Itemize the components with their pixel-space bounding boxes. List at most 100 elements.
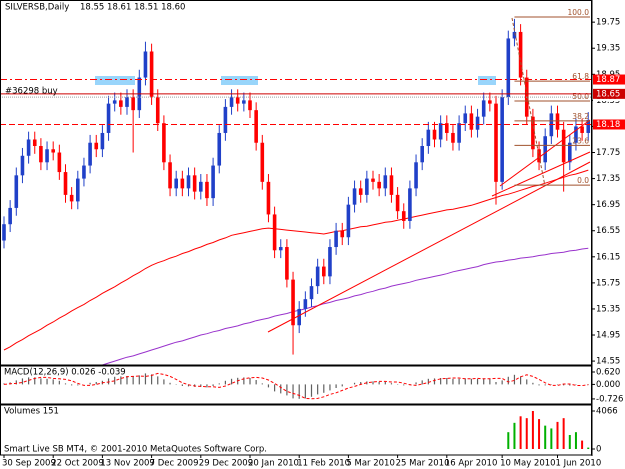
candle-body [543,136,547,163]
candle-body [272,214,277,251]
fib-label: 100.0 [568,8,590,17]
y-tick-label: 15.75 [596,278,620,288]
candle-body [457,123,461,143]
resistance-markers [95,76,496,85]
y-tick-label: 0.620 [596,368,620,378]
fib-diagonal [511,17,546,187]
candle-body [88,142,92,166]
fib-label: 23.6 [572,136,589,145]
candle-body [488,100,492,104]
candle-body [125,97,129,107]
candle-body [512,31,517,39]
resistance-box [478,76,496,85]
candle-body [8,207,12,225]
candle-body [205,181,209,199]
candle-body [555,113,560,130]
candle-body [254,110,258,143]
candle-body [217,132,222,166]
x-tick-label: 13 Nov 2009 [100,459,154,469]
y-tick-label: 15.35 [596,304,620,314]
candle-body [561,129,566,163]
price-label: 18.18 [596,120,620,130]
candle-body [291,279,295,326]
y-tick-label: 4066 [596,407,618,417]
x-tick-label: 5 Mar 2010 [346,459,394,469]
trendlines [267,17,591,333]
candle-body [475,116,480,130]
candle-body [69,194,74,202]
trendline [491,151,591,197]
candle-body [2,224,6,241]
candle-body [57,152,62,173]
candle-body [119,100,123,107]
candle-body [106,103,111,133]
y-tick-label: 19.35 [596,44,620,54]
candle-body [451,132,455,143]
candle-body [574,126,578,143]
chart-title: SILVERSB,Daily [5,3,69,13]
candle-body [303,299,308,309]
candle-body [76,178,80,202]
price-label-box [593,74,625,85]
candle-body [235,97,240,104]
price-label: 18.65 [596,89,620,99]
copyright: Smart Live SB MT4, © 2001-2010 MetaQuote… [4,445,267,455]
candle-body [180,178,185,189]
candle-body [242,100,246,104]
candle-body [340,230,345,238]
candle-body [285,247,289,280]
candle-body [297,308,301,326]
resistance-box [95,76,135,85]
macd-title: MACD(12,26,9) 0.026 -0.039 [4,368,126,378]
candle-body [328,247,332,277]
candle-body [383,175,388,189]
candle-body [278,247,283,251]
candle-body [334,230,338,248]
fib-label: 0.0 [577,176,589,185]
candle-body [186,175,191,189]
price-label: 18.87 [596,75,620,85]
candle-body [112,100,117,104]
y-tick-label: 16.15 [596,252,620,262]
candle-body [500,97,504,182]
trendline [499,119,591,187]
candle-body [481,100,486,117]
price-label-box [593,88,625,99]
candle-body [358,188,363,195]
y-tick-label: 14.55 [596,357,620,367]
moving-average [3,169,589,351]
moving-average [102,247,589,365]
candle-body [438,123,443,140]
y-tick-label: -0.726 [596,394,623,404]
candle-body [100,132,105,150]
x-tick-label: 25 Mar 2010 [396,459,450,469]
candle-body [365,178,369,195]
candle-body [82,165,86,179]
candle-body [248,100,252,111]
candle-body [199,181,203,192]
candle-body [315,266,320,287]
candle-body [322,266,326,277]
candle-body [45,149,49,163]
y-tick-label: 16.55 [596,226,620,236]
candle-body [143,51,148,78]
candle-body [494,103,498,182]
x-tick-label: 30 Sep 2009 [2,459,56,469]
volume-title: Volumes 151 [4,407,59,417]
y-tick-label: 0.000 [596,380,620,390]
candle-body [420,146,424,163]
candle-body [229,97,234,107]
candle-body [266,181,271,215]
x-tick-label: 29 Dec 2009 [199,459,253,469]
y-tick-label: 0 [596,445,601,455]
x-tick-label: 16 Apr 2010 [445,459,498,469]
fib-label: 61.8 [572,72,589,81]
candle-body [586,119,591,133]
x-tick-label: 22 Oct 2009 [51,459,104,469]
overlay: 100.0 61.8 50.0 38.2 23.6 0.0 [0,8,592,186]
candle-body [94,142,99,150]
x-tick-label: 10 May 2010 [500,459,555,469]
candle-body [506,38,511,98]
candle-body [395,194,400,212]
price-label-box [593,119,625,130]
